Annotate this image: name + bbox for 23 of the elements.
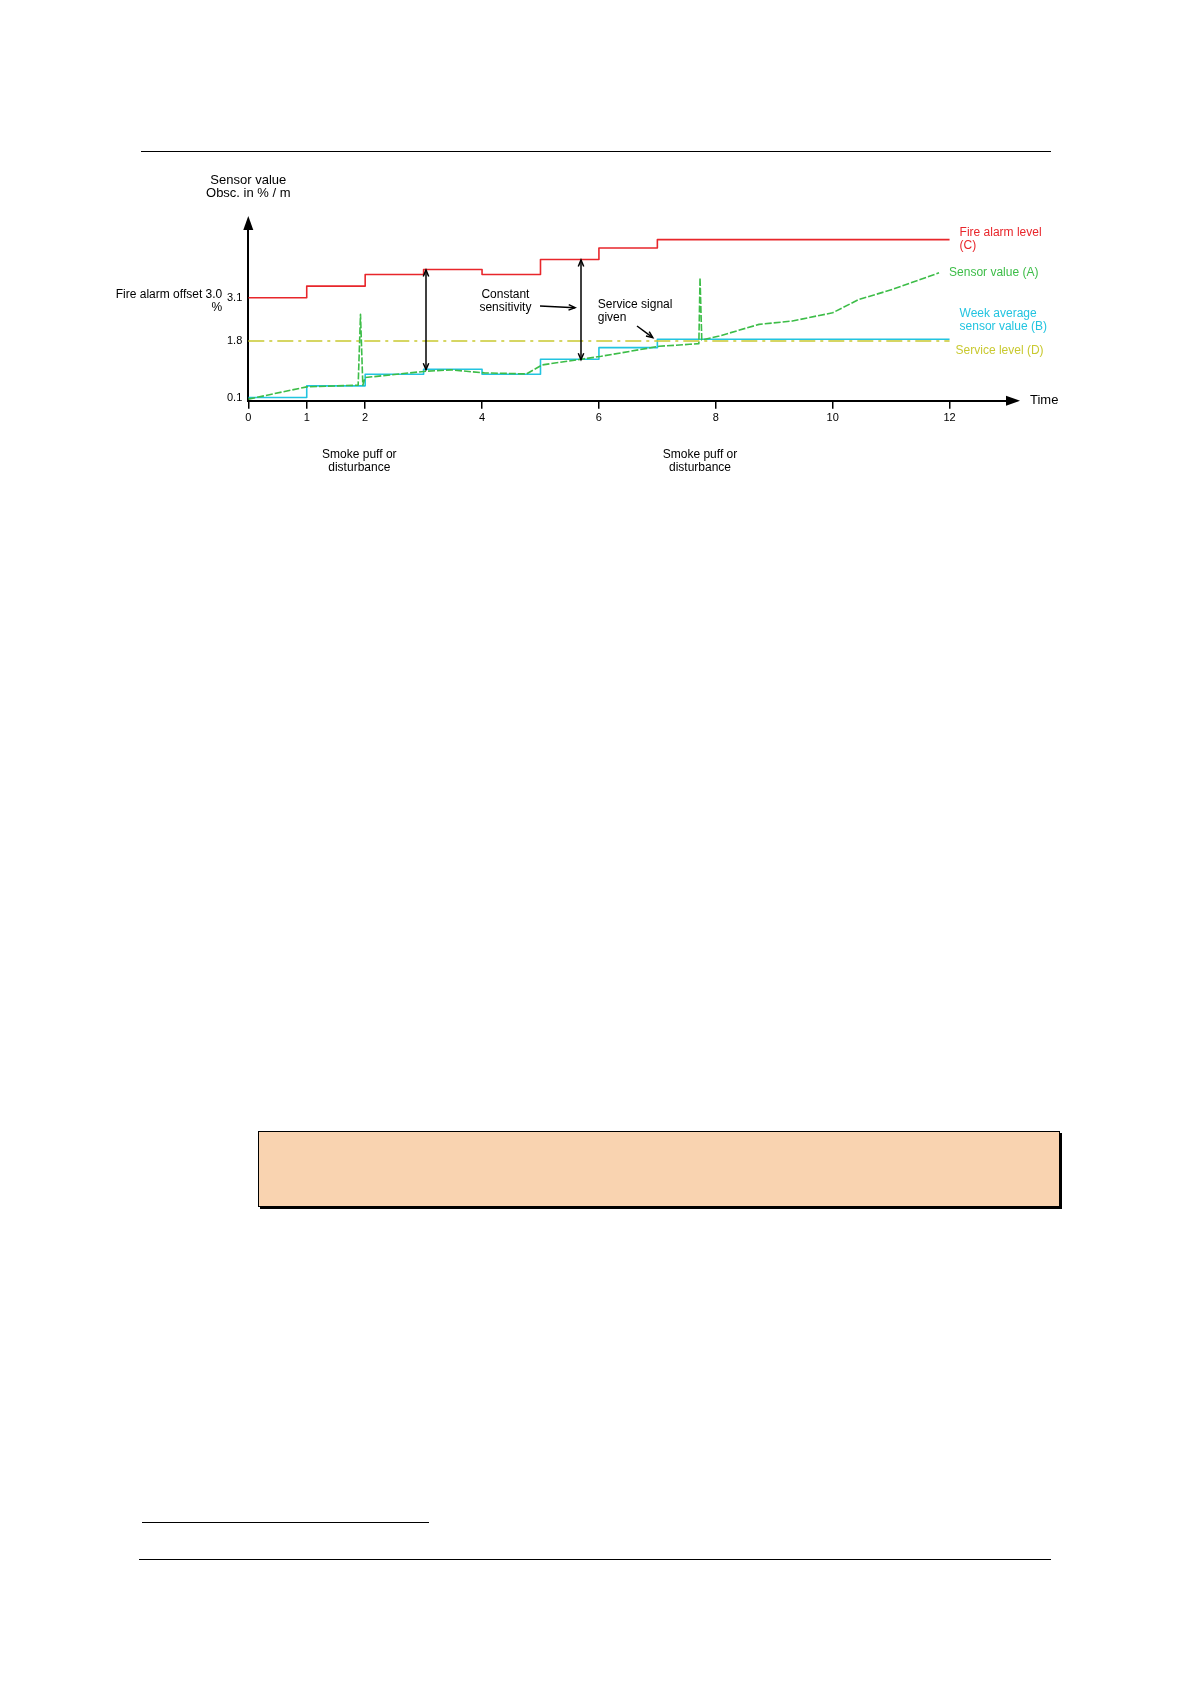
y-tick-label: 3.1 [226,290,243,303]
text: Smoke puff or disturbance [661,446,739,474]
x-tick-label: 2 [362,411,369,424]
series-label: Fire alarm level (C) [959,224,1042,252]
ref-line-label: Service level (D) [955,343,1044,358]
x-tick-label: 12 [943,411,956,424]
x-tick-label: 0 [245,411,252,424]
text: Fire alarm offset 3.0 % [114,287,223,315]
series-label: Sensor value (A) [949,264,1039,279]
text: Smoke puff or disturbance [321,446,398,474]
series-label: Week average sensor value (B) [959,305,1047,333]
x-axis-title: Time [1030,392,1059,408]
x-tick-label: 10 [826,411,839,424]
y-axis-title: Sensor value Obsc. in % / m [206,172,291,201]
x-tick-label: 4 [478,411,486,424]
annotation: Service signal given [597,297,674,325]
x-tick-label: 6 [595,411,602,424]
y-tick-label: 1.8 [226,334,243,347]
y-tick-label: 0.1 [226,390,243,403]
annotation: Constant sensitivity [478,287,533,315]
x-tick-label: 8 [712,411,719,424]
x-tick-label: 1 [303,411,310,424]
line-series [248,272,940,400]
